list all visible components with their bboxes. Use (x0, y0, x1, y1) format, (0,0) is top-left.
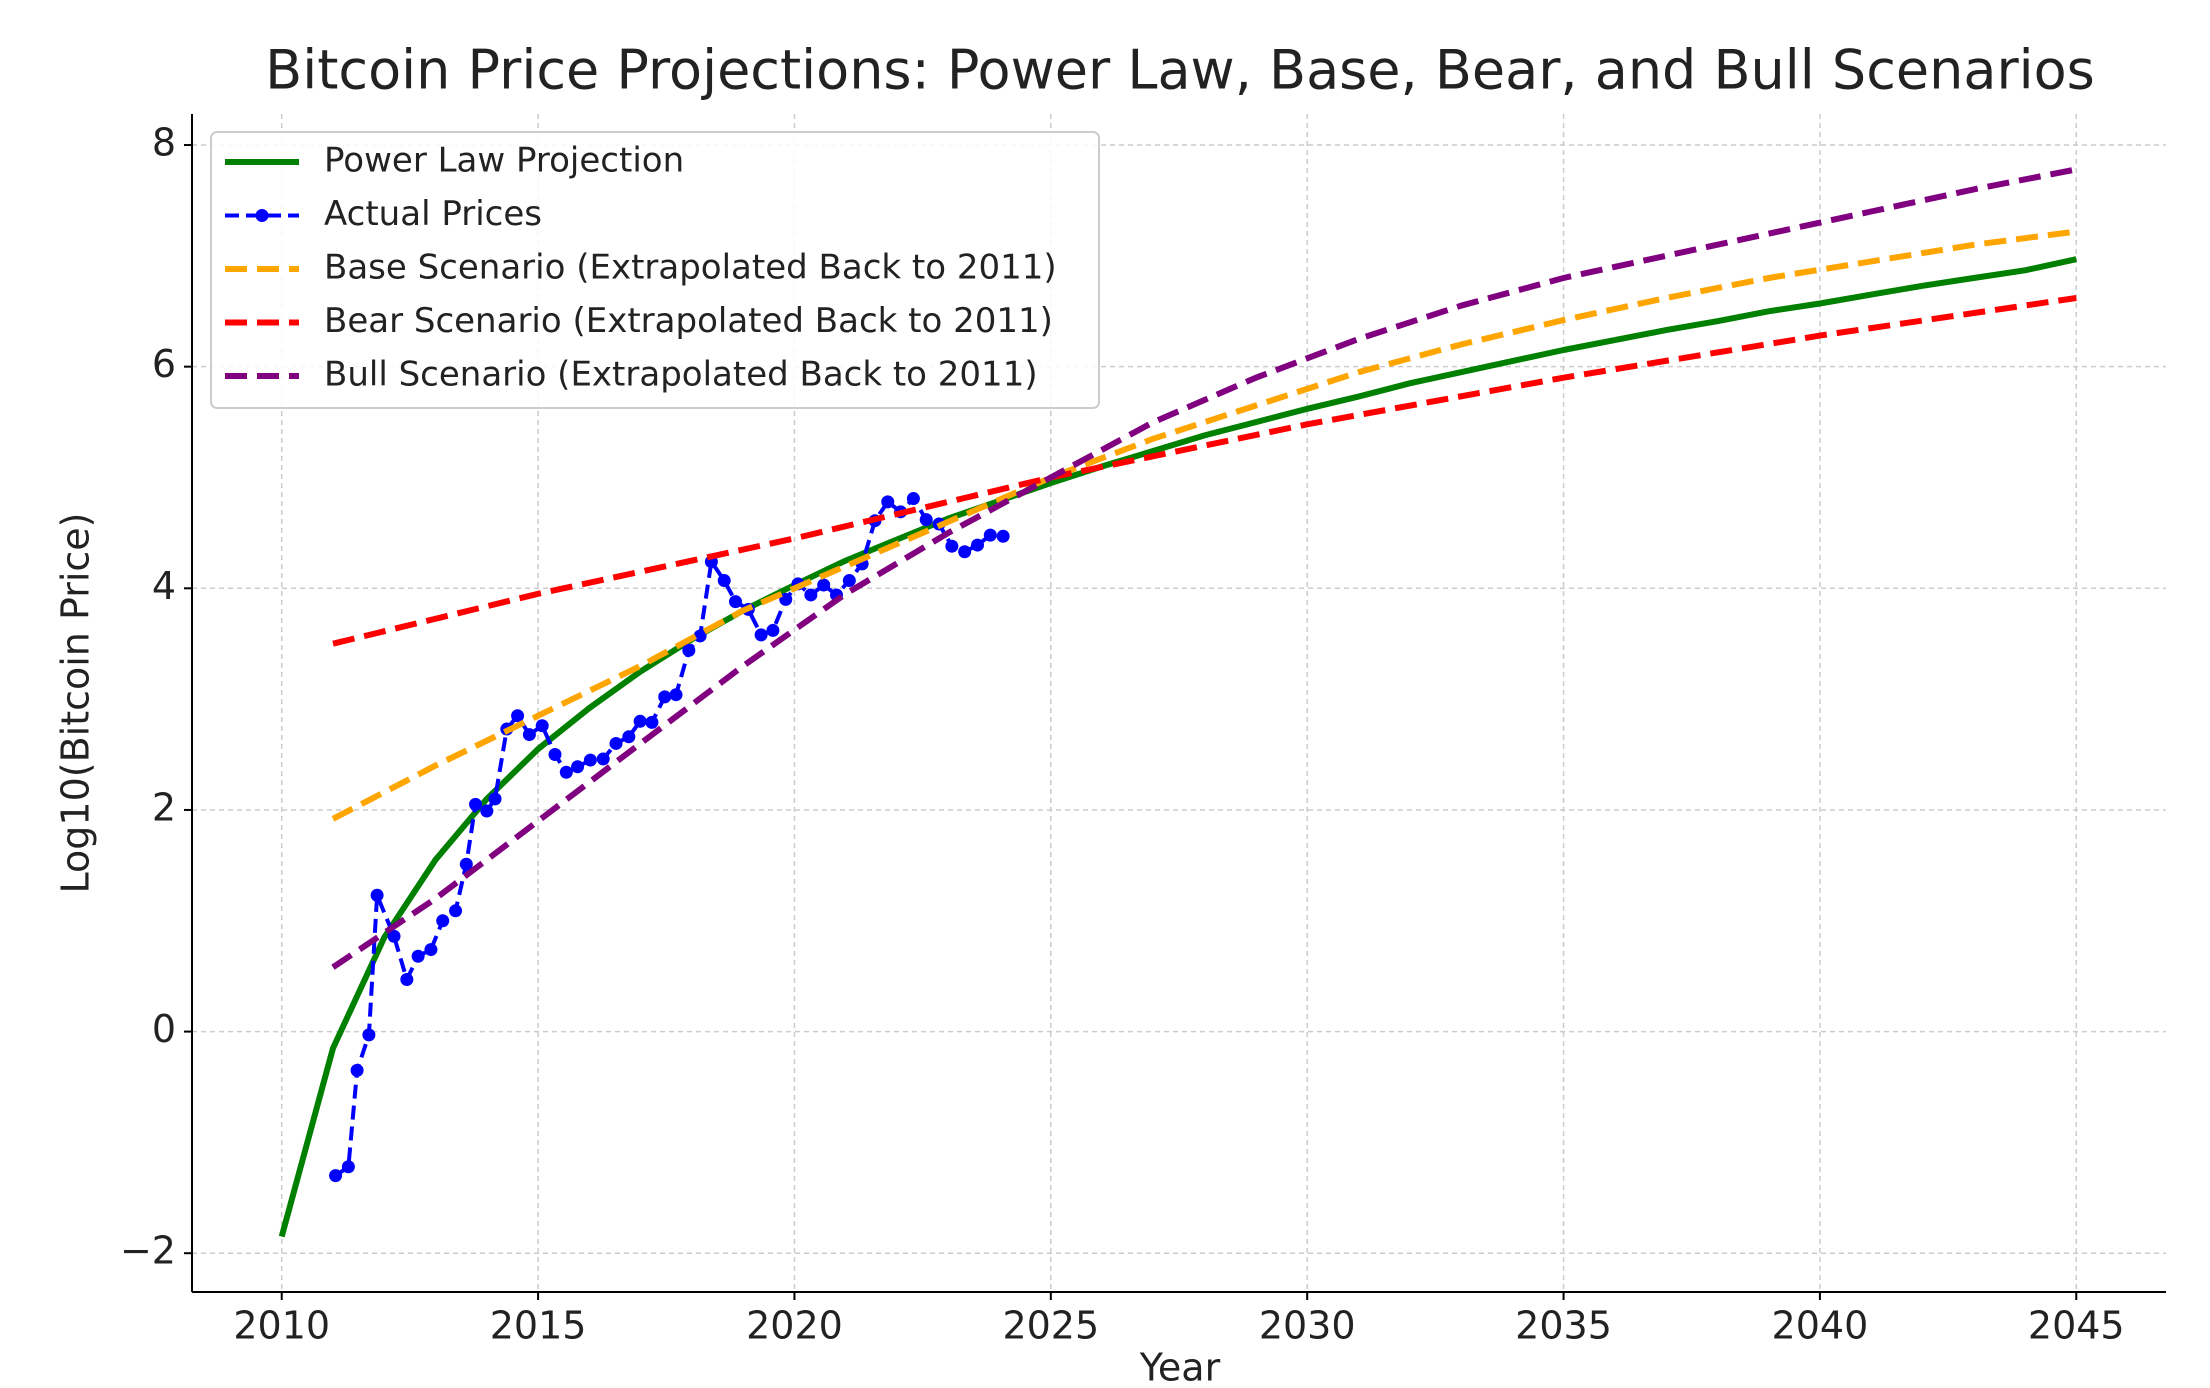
data-point (596, 752, 610, 766)
y-tick-label: 8 (152, 121, 176, 165)
series-line (331, 166, 2077, 970)
data-point (622, 730, 636, 744)
series-line (331, 228, 2077, 822)
series-line (334, 496, 1004, 1178)
data-point (522, 728, 536, 742)
data-point (350, 1063, 364, 1077)
x-tick-label: 2030 (1259, 1304, 1356, 1348)
series-line (332, 295, 2077, 647)
data-point (480, 804, 494, 818)
data-point (970, 538, 984, 552)
data-point (645, 715, 659, 729)
data-point (881, 495, 895, 509)
data-point (400, 972, 414, 986)
data-point (682, 643, 696, 657)
data-point (945, 539, 959, 553)
x-tick-label: 2025 (1002, 1304, 1099, 1348)
data-point (424, 943, 438, 957)
x-tick-label: 2015 (490, 1304, 587, 1348)
data-point (449, 904, 463, 918)
data-point (469, 797, 483, 811)
data-point (511, 709, 525, 723)
legend-label: Bear Scenario (Extrapolated Back to 2011… (324, 301, 1053, 341)
x-tick-label: 2020 (746, 1304, 843, 1348)
data-point (583, 753, 597, 767)
data-point (693, 629, 707, 643)
legend-label: Power Law Projection (324, 141, 684, 181)
data-point (341, 1160, 355, 1174)
data-point (488, 792, 502, 806)
legend-label: Base Scenario (Extrapolated Back to 2011… (324, 248, 1057, 288)
data-point (535, 719, 549, 733)
y-tick-label: −2 (120, 1229, 176, 1273)
data-point (436, 914, 450, 928)
x-tick-label: 2045 (2028, 1304, 2125, 1348)
data-point (411, 949, 425, 963)
data-point (983, 528, 997, 542)
data-point (728, 595, 742, 609)
legend-box (210, 131, 1100, 409)
chart-title: Bitcoin Price Projections: Power Law, Ba… (265, 39, 2095, 102)
data-point (906, 492, 920, 506)
data-point (609, 736, 623, 750)
y-tick-label: 4 (152, 564, 176, 608)
x-tick-label: 2040 (1772, 1304, 1869, 1348)
data-point (919, 513, 933, 527)
data-point (842, 574, 856, 588)
y-tick-label: 2 (152, 785, 176, 829)
data-point (329, 1169, 343, 1183)
data-point (804, 588, 818, 602)
data-point (559, 765, 573, 779)
data-point (370, 888, 384, 902)
y-tick-label: 6 (152, 342, 176, 386)
data-point (658, 690, 672, 704)
x-axis-label: Year (1139, 1346, 1221, 1388)
y-tick-label: 0 (152, 1007, 176, 1051)
series-line (278, 256, 2077, 1238)
data-point (717, 574, 731, 588)
data-point (669, 688, 683, 702)
data-point (362, 1028, 376, 1042)
data-point (459, 857, 473, 871)
y-axis-label: Log10(Bitcoin Price) (54, 513, 98, 894)
data-point (571, 760, 585, 774)
data-point (548, 748, 562, 762)
data-point (387, 929, 401, 943)
legend-marker (255, 209, 269, 222)
x-tick-label: 2035 (1515, 1304, 1612, 1348)
data-point (817, 578, 831, 592)
data-point (766, 623, 780, 637)
data-point (996, 529, 1010, 543)
x-tick-label: 2010 (233, 1304, 330, 1348)
data-point (754, 628, 768, 642)
data-point (633, 714, 647, 728)
data-point (958, 545, 972, 559)
legend-label: Bull Scenario (Extrapolated Back to 2011… (324, 355, 1038, 395)
legend-label: Actual Prices (324, 194, 542, 234)
